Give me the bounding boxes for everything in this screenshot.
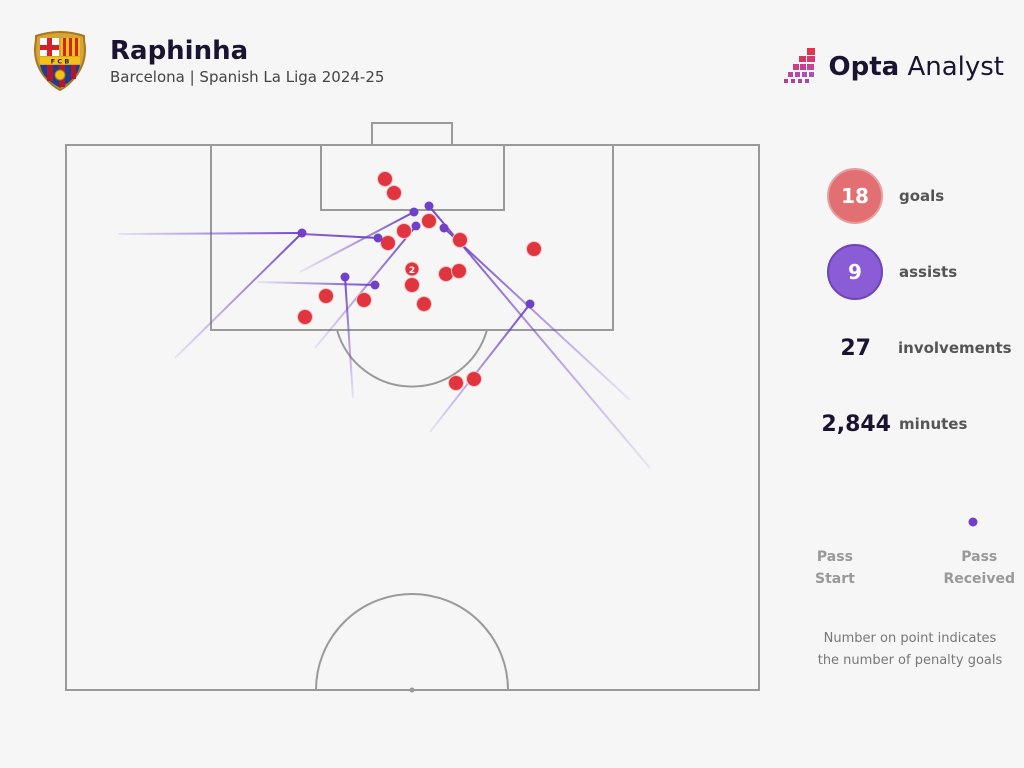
player-name: Raphinha: [110, 36, 249, 66]
penalty-note: Number on point indicates the number of …: [817, 631, 1003, 668]
stat-minutes: 2,844 minutes: [815, 386, 1024, 462]
assists-label: assists: [899, 263, 958, 281]
stat-assists: 9 assists: [815, 234, 1024, 310]
stat-goals: 18 goals: [815, 158, 1024, 234]
team-competition: Barcelona | Spanish La Liga 2024-25: [110, 68, 385, 86]
svg-text:F C B: F C B: [51, 58, 70, 66]
opta-analyst-logo: Opta Analyst: [783, 48, 1005, 86]
pass-legend: Pass Start Pass Received: [815, 512, 1015, 590]
minutes-label: minutes: [899, 415, 968, 433]
penalty-goal-count: 2: [409, 266, 415, 276]
pass-line-legend-icon: [835, 517, 978, 527]
header: F C B Raphinha Barcelona | Spanish La Li…: [30, 30, 384, 92]
involvements-label: involvements: [898, 339, 1012, 357]
legend-pass-received: Pass Received: [943, 549, 1015, 587]
minutes-count: 2,844: [821, 411, 891, 437]
opta-logo-icon: [783, 48, 815, 83]
pitch-markings: [65, 122, 760, 693]
goal-points: [297, 171, 542, 391]
assists-count: 9: [827, 244, 883, 300]
brand-name: Opta Analyst: [828, 52, 1005, 82]
fc-barcelona-crest-icon: F C B: [34, 31, 86, 92]
assist-pass-lines: [117, 205, 651, 469]
goals-count: 18: [827, 168, 883, 224]
stats-panel: 18 goals 9 assists 27 involvements 2,844…: [815, 158, 1024, 462]
pass-received-points: [297, 201, 535, 309]
pitch-chart: 2: [65, 122, 760, 693]
stat-involvements: 27 involvements: [815, 310, 1024, 386]
legend-pass-start: Pass Start: [815, 549, 855, 587]
involvements-count: 27: [840, 335, 871, 361]
goals-label: goals: [899, 187, 945, 205]
